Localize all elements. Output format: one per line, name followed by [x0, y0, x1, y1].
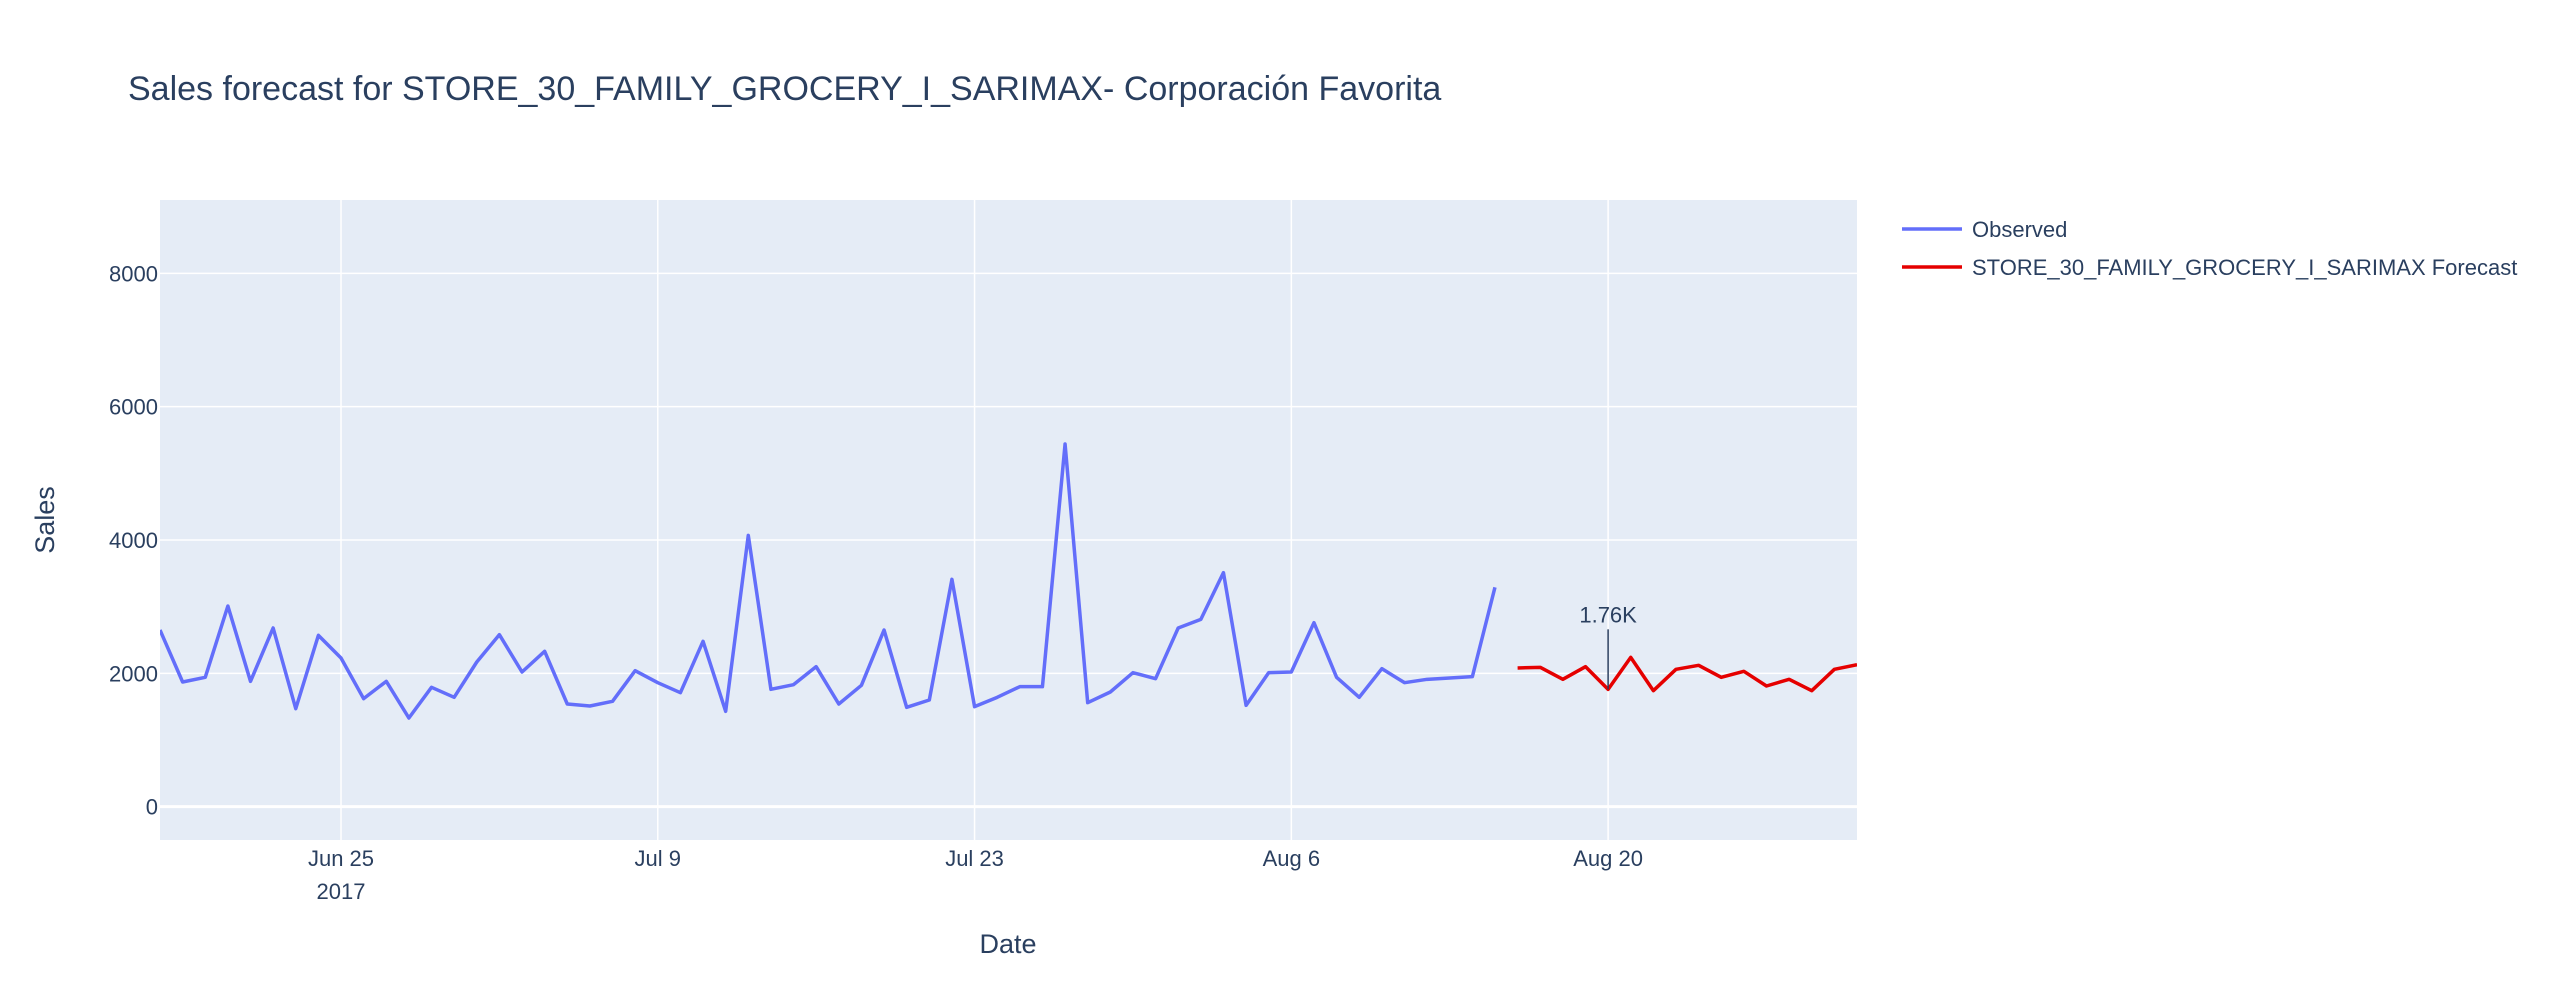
- x-axis-title: Date: [979, 929, 1036, 959]
- annotation-label: 1.76K: [1579, 602, 1637, 627]
- y-tick-label: 8000: [109, 261, 158, 286]
- x-tick-label: Jun 25: [308, 846, 374, 871]
- plot-area: [160, 200, 1857, 840]
- legend-label: Observed: [1972, 217, 2067, 242]
- x-tick-label: Jul 9: [635, 846, 681, 871]
- y-tick-label: 0: [146, 795, 158, 820]
- y-tick-label: 6000: [109, 395, 158, 420]
- y-tick-label: 4000: [109, 528, 158, 553]
- y-axis-title: Sales: [30, 486, 60, 554]
- x-tick-label: Jul 23: [945, 846, 1004, 871]
- forecast-series-line[interactable]: [1517, 655, 1857, 693]
- y-axis-ticks: 0 2000 4000 6000 8000: [109, 261, 158, 819]
- observed-series-line[interactable]: [160, 442, 1497, 720]
- legend[interactable]: Observed STORE_30_FAMILY_GROCERY_I_SARIMA…: [1902, 217, 2517, 280]
- legend-label: STORE_30_FAMILY_GROCERY_I_SARIMAX Foreca…: [1972, 255, 2517, 280]
- y-tick-label: 2000: [109, 661, 158, 686]
- chart-title: Sales forecast for STORE_30_FAMILY_GROCE…: [128, 70, 1441, 108]
- annotation-layer: 1.76K: [1579, 602, 1637, 690]
- x-gridlines: [340, 200, 1609, 840]
- legend-item[interactable]: Observed: [1902, 217, 2067, 242]
- legend-item[interactable]: STORE_30_FAMILY_GROCERY_I_SARIMAX Foreca…: [1902, 255, 2517, 280]
- series-layer: [160, 442, 1857, 720]
- x-tick-sublabel: 2017: [317, 879, 366, 904]
- x-axis-ticks: Jun 25 2017 Jul 9 Jul 23 Aug 6 Aug 20: [308, 846, 1643, 904]
- x-tick-label: Aug 20: [1573, 846, 1643, 871]
- x-tick-label: Aug 6: [1263, 846, 1321, 871]
